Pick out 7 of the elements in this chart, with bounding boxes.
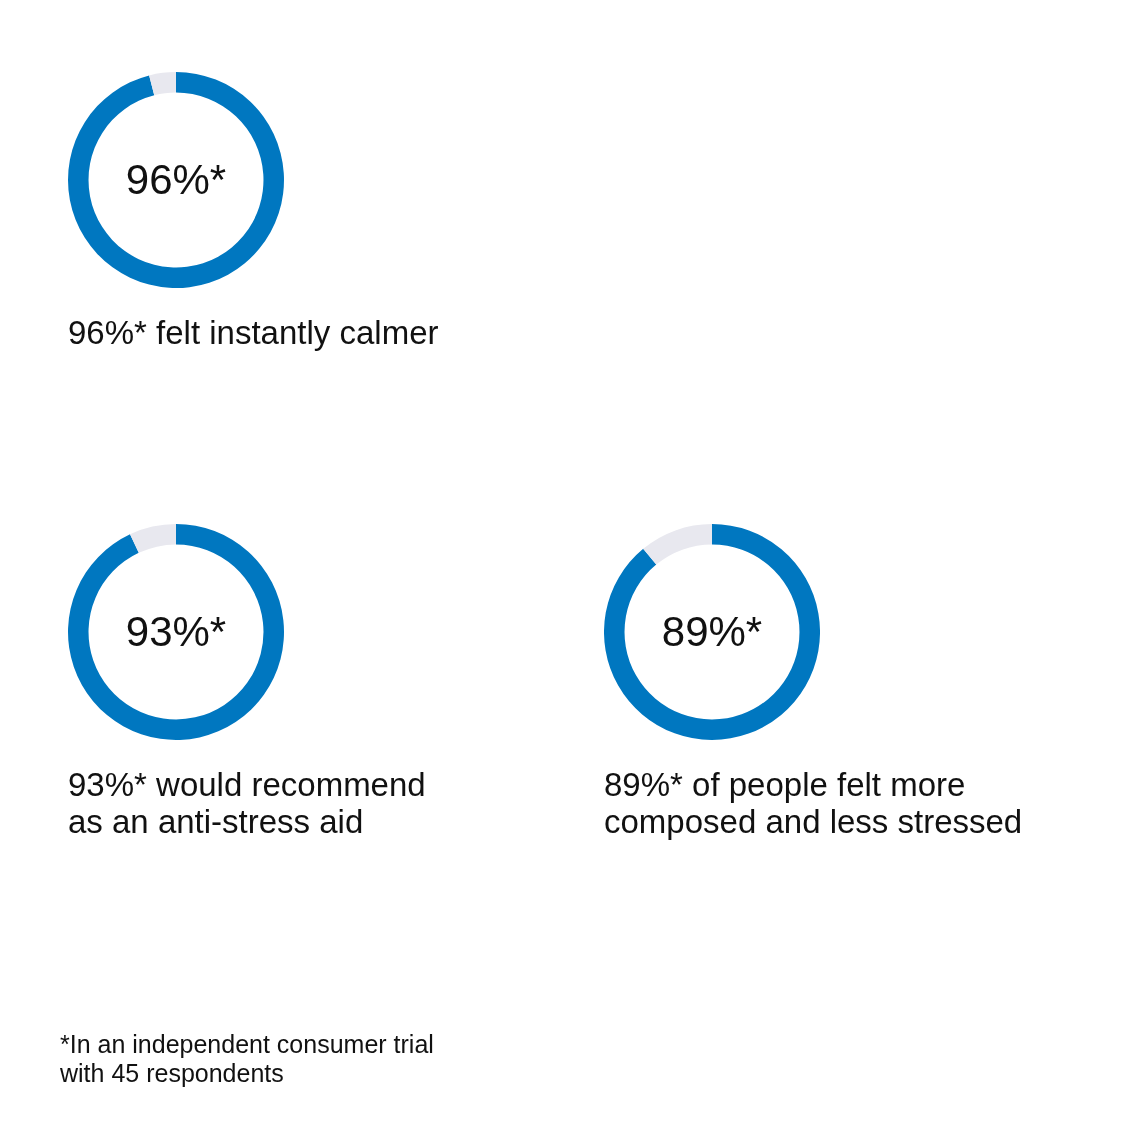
text: 93%* would recommend as an anti-stress aid — [68, 766, 427, 840]
text: 89%* — [604, 524, 820, 740]
text: 96%* felt instantly calmer — [68, 314, 440, 351]
text: 96%* — [68, 72, 284, 288]
text: *In an independent consumer trial with 45 respondents — [60, 1030, 434, 1088]
text: 93%* — [68, 524, 284, 740]
text: 89%* of people felt more composed and less stressed — [604, 766, 1024, 840]
